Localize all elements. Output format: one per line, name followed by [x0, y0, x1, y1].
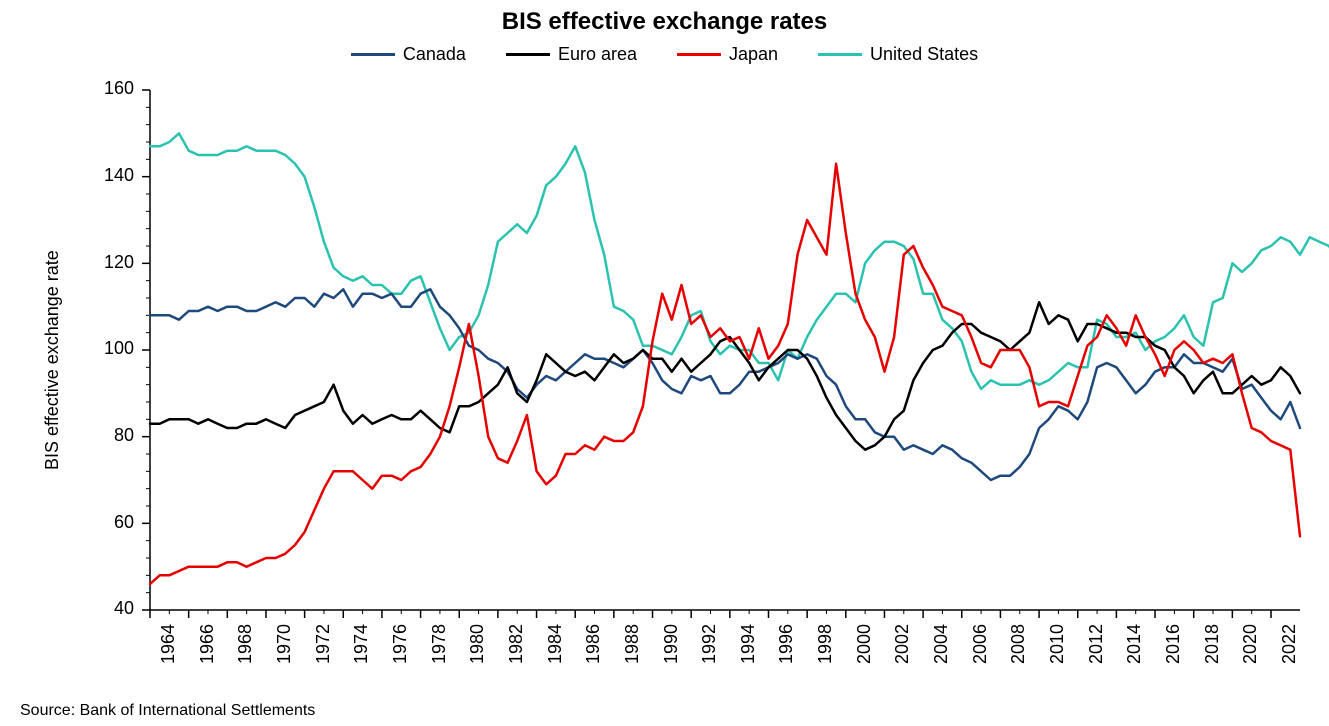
series-line — [150, 302, 1300, 449]
series-line — [150, 164, 1300, 584]
plot-area — [0, 0, 1329, 726]
chart-container: BIS effective exchange rates Canada Euro… — [0, 0, 1329, 726]
series-line — [150, 289, 1300, 480]
